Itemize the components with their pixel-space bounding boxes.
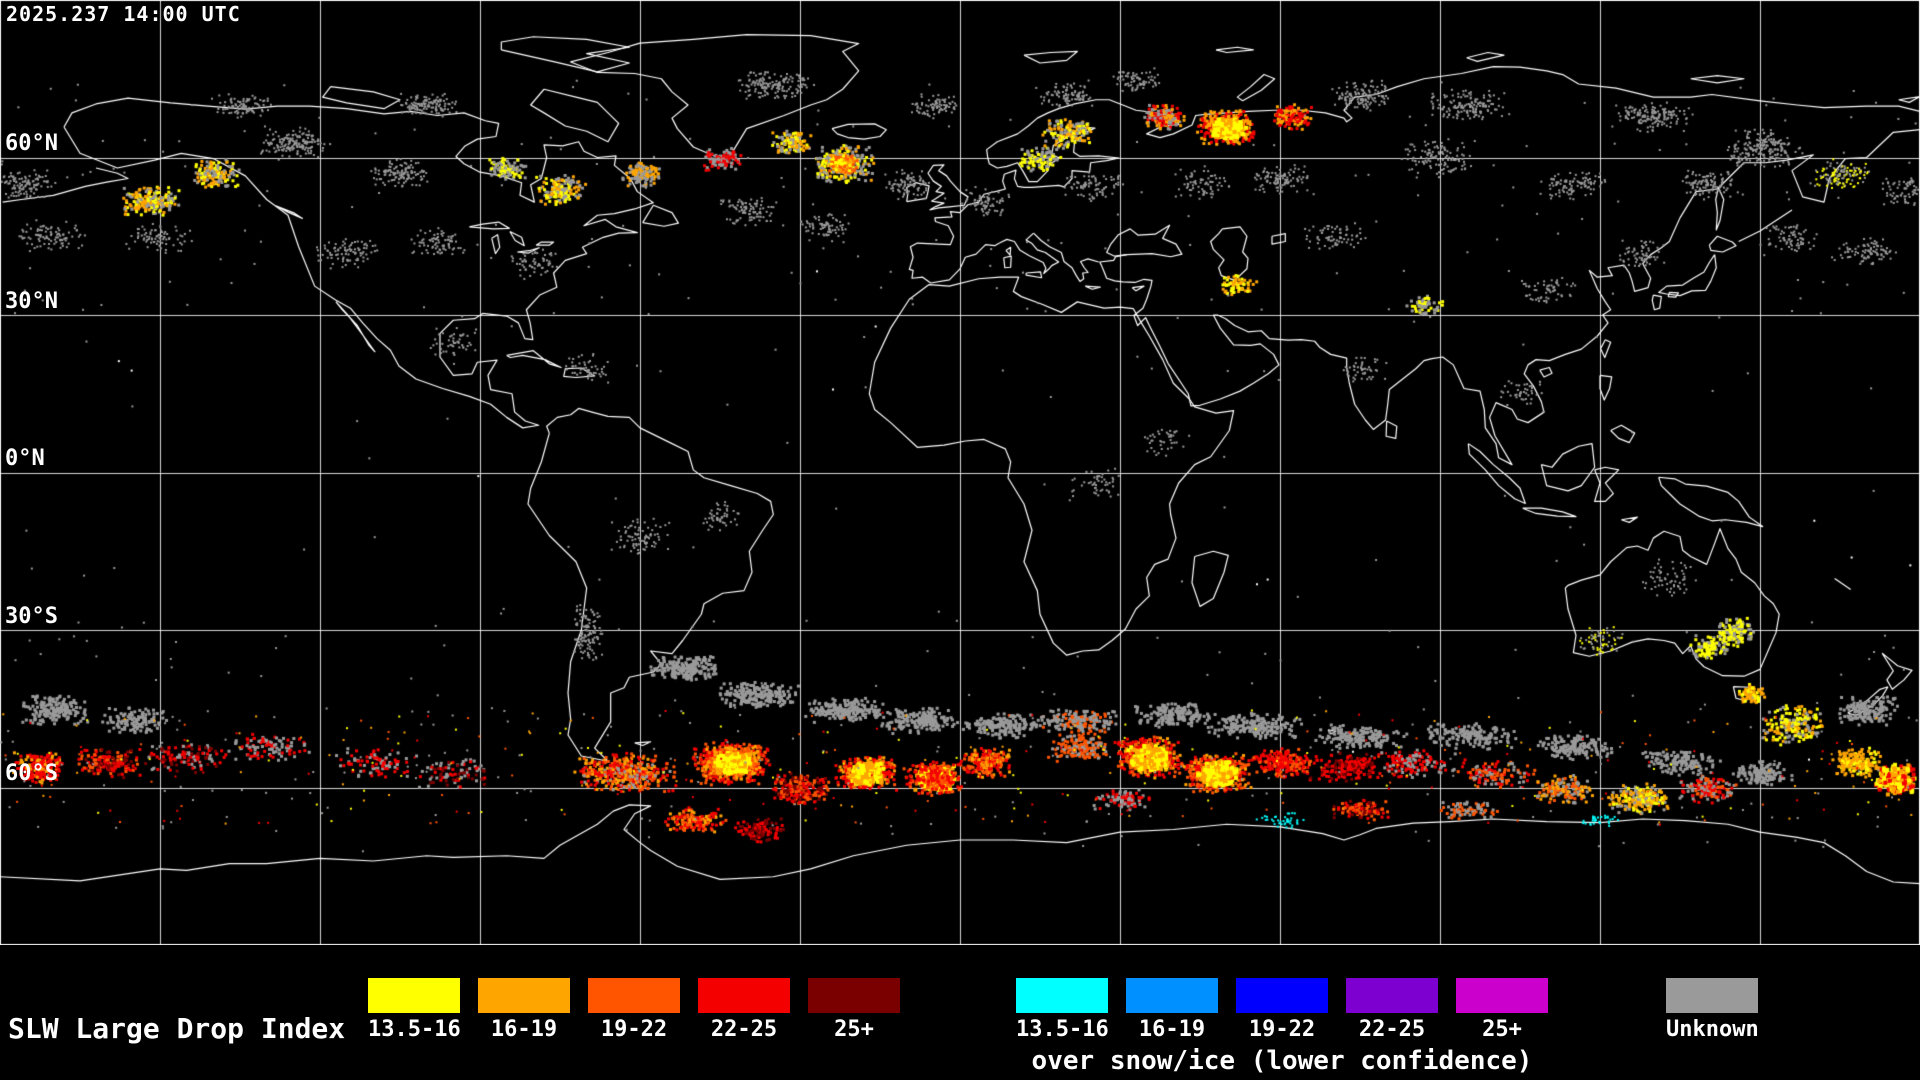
legend-swatch-snowice-0 — [1016, 978, 1108, 1013]
latitude-label-60n: 60°N — [5, 131, 58, 156]
legend-unknown-label: Unknown — [1666, 1017, 1759, 1042]
legend-swatch-unknown — [1666, 978, 1758, 1013]
legend: SLW Large Drop Index 13.5-16 16-19 19-22… — [0, 945, 1920, 1080]
legend-bin-label-snowice-2: 19-22 — [1248, 1017, 1316, 1042]
legend-swatch-snowice-3 — [1346, 978, 1438, 1013]
latitude-label-60s: 60°S — [5, 761, 58, 786]
legend-bin-label-slw-4: 25+ — [834, 1017, 874, 1042]
legend-bin-label-slw-0: 13.5-16 — [368, 1017, 461, 1042]
legend-bin-label-snowice-0: 13.5-16 — [1016, 1017, 1109, 1042]
legend-bin-label-snowice-1: 16-19 — [1138, 1017, 1206, 1042]
legend-swatch-snowice-2 — [1236, 978, 1328, 1013]
timestamp: 2025.237 14:00 UTC — [6, 2, 241, 26]
legend-swatch-slw-4 — [808, 978, 900, 1013]
latitude-label-0n: 0°N — [5, 446, 45, 471]
legend-title: SLW Large Drop Index — [8, 1012, 346, 1045]
legend-swatch-snowice-4 — [1456, 978, 1548, 1013]
legend-bin-label-slw-1: 16-19 — [490, 1017, 558, 1042]
legend-swatch-slw-3 — [698, 978, 790, 1013]
legend-snow-ice-caption: over snow/ice (lower confidence) — [1031, 1046, 1533, 1076]
world-map-canvas — [0, 0, 1920, 945]
legend-bin-label-slw-2: 19-22 — [600, 1017, 668, 1042]
legend-swatch-snowice-1 — [1126, 978, 1218, 1013]
legend-swatch-slw-1 — [478, 978, 570, 1013]
legend-bin-label-slw-3: 22-25 — [710, 1017, 778, 1042]
legend-bin-label-snowice-4: 25+ — [1482, 1017, 1522, 1042]
legend-swatch-slw-0 — [368, 978, 460, 1013]
latitude-label-30n: 30°N — [5, 289, 58, 314]
legend-swatch-slw-2 — [588, 978, 680, 1013]
legend-bin-label-snowice-3: 22-25 — [1358, 1017, 1426, 1042]
latitude-label-30s: 30°S — [5, 604, 58, 629]
